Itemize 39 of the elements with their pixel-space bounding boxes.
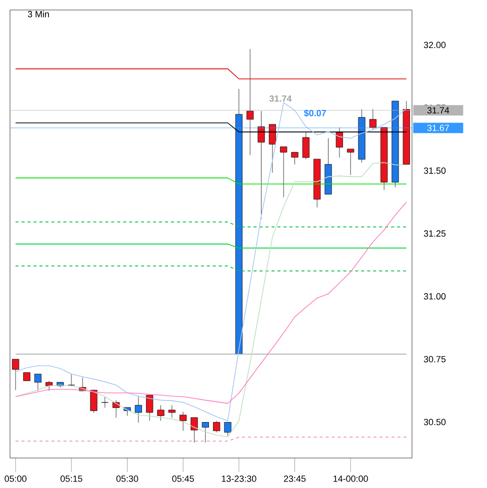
candlestick xyxy=(46,380,53,392)
y-tick-label: 32.00 xyxy=(424,42,446,48)
candlestick xyxy=(157,405,164,421)
y-tick-label: 31.50 xyxy=(424,167,446,174)
candlestick xyxy=(34,374,42,392)
candlestick xyxy=(213,420,220,433)
y-tick-label: 31.00 xyxy=(424,293,446,300)
candlestick xyxy=(190,417,198,443)
candlestick xyxy=(180,412,187,432)
y-tick-label: 30.50 xyxy=(424,418,446,426)
candlestick xyxy=(168,405,176,418)
x-tick-label: 13-23:30 xyxy=(222,476,256,482)
y-tick-label: 30.75 xyxy=(424,356,446,362)
candlestick xyxy=(280,146,288,198)
x-tick-label: 05:15 xyxy=(60,476,82,482)
x-tick-label: 14-00:00 xyxy=(334,476,368,482)
chart-title: 3 Min xyxy=(28,10,49,18)
candlestick xyxy=(112,400,120,418)
candlestick xyxy=(90,390,98,413)
annotation: $0.07 xyxy=(304,110,326,117)
candlestick xyxy=(101,396,108,408)
x-tick-label: 05:45 xyxy=(172,476,194,482)
candlestick xyxy=(347,148,354,176)
line-series xyxy=(15,102,407,422)
candlestick xyxy=(224,422,232,436)
ref-line-label: 31.67 xyxy=(427,124,449,132)
candlestick xyxy=(68,374,75,386)
candlestick xyxy=(291,152,298,165)
ref-line-label: 31.74 xyxy=(427,107,450,114)
candlestick xyxy=(12,358,20,390)
candlestick xyxy=(146,394,154,421)
x-tick-label: 05:00 xyxy=(4,476,26,482)
candlestick xyxy=(134,396,142,423)
x-tick-label: 23:45 xyxy=(284,476,306,482)
candlestick xyxy=(369,108,376,130)
y-tick-label: 31.25 xyxy=(424,230,446,237)
candlestick xyxy=(202,422,209,443)
x-tick-label: 05:30 xyxy=(116,476,138,482)
annotation: 31.74 xyxy=(269,95,292,102)
